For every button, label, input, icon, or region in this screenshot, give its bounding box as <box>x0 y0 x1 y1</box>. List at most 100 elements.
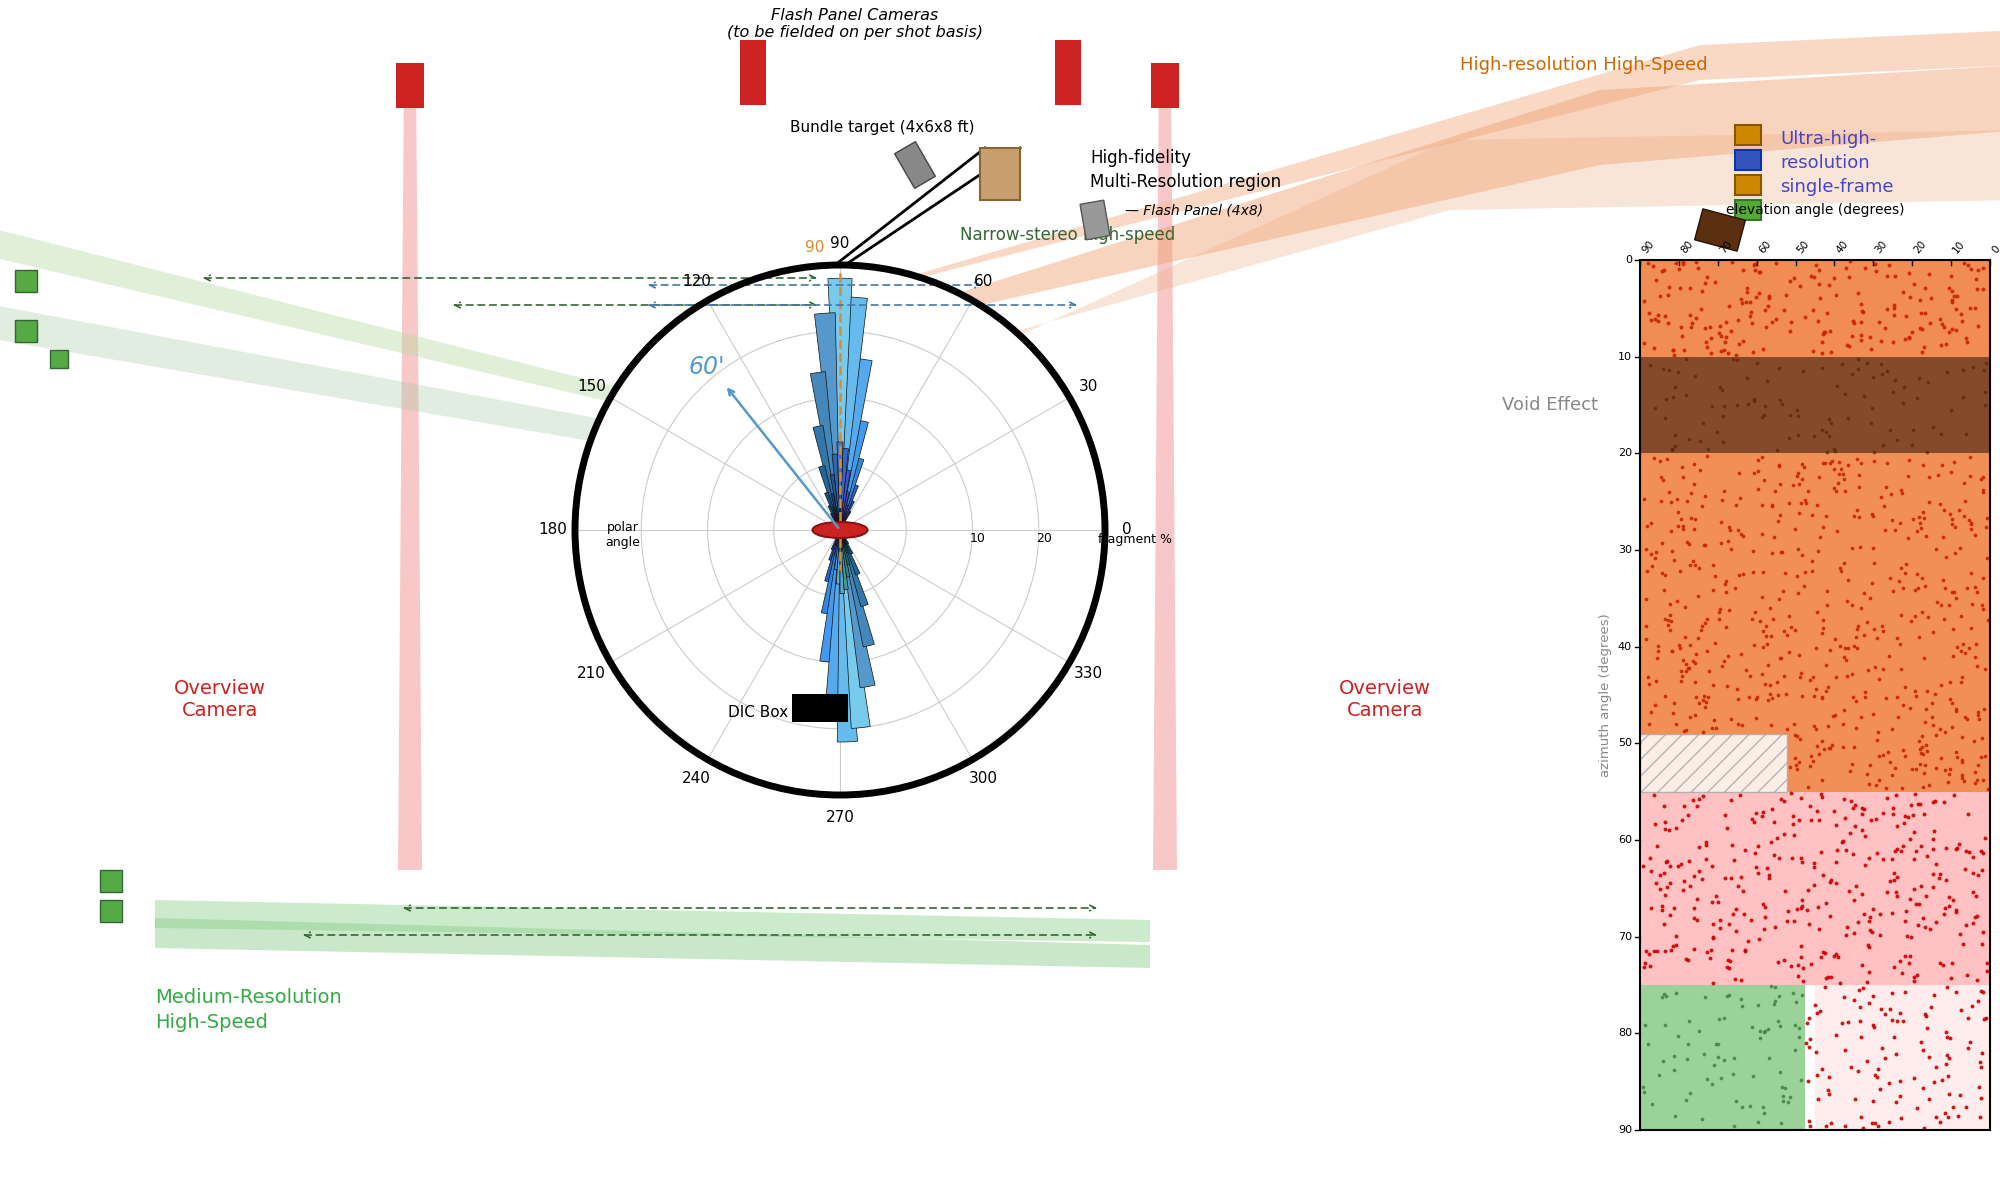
Point <box>1942 500 1974 519</box>
Point <box>1678 474 1710 493</box>
Point <box>1840 639 1872 658</box>
Point <box>1856 506 1888 525</box>
Point <box>1948 771 1980 790</box>
Polygon shape <box>828 278 852 523</box>
Point <box>1798 995 1830 1014</box>
Point <box>1828 384 1860 403</box>
Point <box>1750 1021 1782 1040</box>
Point <box>1654 905 1686 924</box>
Point <box>1902 731 1934 750</box>
Bar <box>1640 734 1788 792</box>
Point <box>1948 473 1980 492</box>
Point <box>1654 621 1686 640</box>
Point <box>1658 694 1690 713</box>
Point <box>1712 957 1744 976</box>
Point <box>1670 654 1702 673</box>
Point <box>1746 802 1778 821</box>
Text: 20: 20 <box>1036 532 1052 545</box>
Point <box>1956 863 1988 882</box>
Point <box>1638 549 1670 568</box>
Point <box>1746 807 1778 826</box>
Point <box>1704 342 1736 361</box>
Point <box>1964 1108 1996 1127</box>
Point <box>1952 579 1984 598</box>
Point <box>1954 513 1986 532</box>
Point <box>1970 954 2000 973</box>
Point <box>1900 965 1932 984</box>
Point <box>1844 313 1876 332</box>
Point <box>1754 833 1786 852</box>
Point <box>1878 333 1910 352</box>
Point <box>1666 672 1698 691</box>
Point <box>1676 483 1708 502</box>
Text: 70: 70 <box>1718 238 1734 255</box>
Point <box>1682 789 1714 808</box>
Point <box>1782 504 1814 523</box>
Point <box>1820 873 1852 892</box>
Polygon shape <box>830 475 840 523</box>
Point <box>1868 622 1900 641</box>
Point <box>1808 322 1840 341</box>
Point <box>1744 1029 1776 1048</box>
Point <box>1652 610 1684 629</box>
Point <box>1858 442 1890 461</box>
Point <box>1782 1027 1814 1046</box>
Point <box>1680 252 1712 271</box>
Point <box>1856 1114 1888 1133</box>
Point <box>1906 569 1938 588</box>
Point <box>1846 707 1878 726</box>
Point <box>1824 465 1856 483</box>
Point <box>1968 481 2000 500</box>
Point <box>1774 405 1806 424</box>
Polygon shape <box>820 538 840 662</box>
Point <box>1896 421 1928 440</box>
Point <box>1774 321 1806 340</box>
Text: 80: 80 <box>1618 1029 1632 1038</box>
Point <box>1918 1072 1950 1091</box>
Point <box>1790 562 1822 581</box>
Point <box>1822 947 1854 966</box>
Point <box>1806 843 1838 861</box>
Point <box>1952 639 1984 658</box>
Point <box>1714 869 1746 888</box>
Point <box>1784 276 1816 295</box>
Point <box>1778 621 1810 640</box>
Point <box>1832 409 1864 428</box>
Bar <box>1736 124 1762 145</box>
Point <box>1644 880 1676 899</box>
Point <box>1854 588 1886 607</box>
Point <box>1710 869 1742 888</box>
Point <box>1762 952 1794 971</box>
Point <box>1892 327 1924 346</box>
Point <box>1876 984 1908 1003</box>
Point <box>1900 1098 1932 1117</box>
Point <box>1838 923 1870 942</box>
Point <box>1636 898 1668 917</box>
Point <box>1664 562 1696 581</box>
Point <box>1692 1069 1724 1088</box>
Point <box>1646 533 1678 552</box>
Point <box>1970 549 2000 568</box>
Point <box>1862 1059 1894 1078</box>
Point <box>1950 328 1982 347</box>
Point <box>1892 466 1924 485</box>
Point <box>1864 354 1896 373</box>
Point <box>1962 705 1994 724</box>
Text: 120: 120 <box>682 274 710 289</box>
Text: 60: 60 <box>1756 238 1772 255</box>
Point <box>1716 835 1748 854</box>
Point <box>1782 1019 1814 1038</box>
Point <box>1800 736 1832 755</box>
Point <box>1654 606 1686 624</box>
Text: 90: 90 <box>830 236 850 250</box>
Point <box>1920 592 1952 611</box>
Point <box>1912 373 1944 392</box>
Point <box>1726 867 1758 886</box>
Point <box>1952 256 1984 275</box>
Point <box>1678 366 1710 385</box>
Point <box>1832 1012 1864 1031</box>
Point <box>1866 803 1898 822</box>
Point <box>1780 749 1812 768</box>
Point <box>1958 774 1990 793</box>
Point <box>1760 309 1792 328</box>
